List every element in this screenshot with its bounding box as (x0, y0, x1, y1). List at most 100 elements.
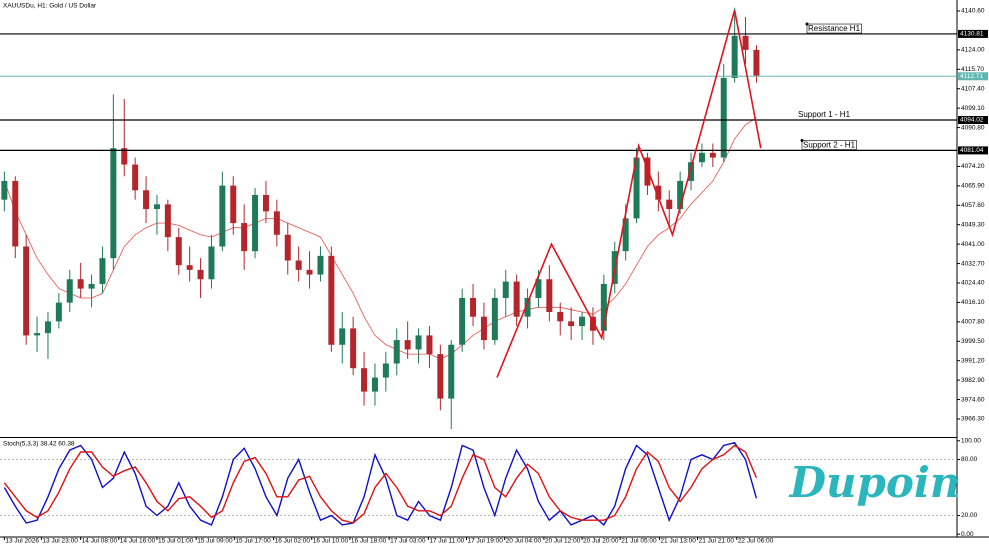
level-price-label: 4094.02 (960, 117, 984, 124)
y-tick-label: 4049.30 (961, 221, 985, 228)
candle-body (579, 316, 586, 327)
candle-body (328, 255, 335, 345)
candle-body (698, 152, 705, 163)
x-tick-label: 15 Jul 17:00 (235, 538, 271, 544)
candle-body (382, 363, 389, 378)
y-tick-label: 4140.60 (961, 8, 985, 15)
y-tick-label: 3991.20 (961, 357, 985, 364)
level-price-label: 4081.04 (960, 147, 984, 154)
y-tick-label: 4099.10 (961, 105, 985, 112)
candle-body (513, 281, 520, 317)
y-tick-label: 4041.00 (961, 241, 985, 248)
x-tick-label: 21 Jul 05:00 (621, 538, 657, 544)
candle-body (753, 49, 760, 76)
candle-body (502, 281, 509, 298)
level-price-box (958, 146, 988, 155)
candle-body (110, 148, 117, 259)
candle-body (153, 204, 160, 210)
x-tick-label: 13 Jul 23:00 (42, 538, 78, 544)
candle-body (164, 204, 171, 238)
candle-body (459, 297, 466, 345)
candle-body (350, 328, 357, 369)
moving-average (4, 117, 757, 360)
candle-body (393, 340, 400, 364)
x-tick-label: 17 Jul 11:00 (429, 538, 464, 544)
level-name-box (806, 23, 862, 34)
candle-body (600, 283, 607, 331)
candle-body (284, 234, 291, 261)
current-price-box (958, 72, 988, 81)
candle-body (44, 321, 51, 334)
level-name: Resistance H1 (808, 24, 861, 33)
candle-body (306, 269, 313, 275)
x-tick-label: 15 Jul 09:00 (197, 538, 233, 544)
candle-body (34, 333, 41, 336)
candle-body (535, 279, 542, 298)
x-tick-label: 14 Jul 08:00 (82, 538, 118, 544)
x-tick-label: 21 Jul 21:00 (699, 538, 735, 544)
candle-body (55, 302, 62, 322)
y-tick-label: 4007.80 (961, 319, 985, 326)
candle-body (143, 190, 150, 210)
x-tick-label: 13 Jul 2026 (5, 538, 39, 544)
candle-body (688, 162, 695, 181)
candle-body (273, 211, 280, 235)
candle-body (219, 185, 226, 247)
candle-body (480, 316, 487, 341)
level-price-box (958, 29, 988, 38)
candle-body (175, 237, 182, 266)
candle-body (742, 35, 749, 50)
candle-body (186, 265, 193, 270)
candle-body (546, 279, 553, 313)
candle-body (241, 223, 248, 252)
y-tick-label: 4065.90 (961, 183, 985, 190)
y-tick-label: 0.00 (961, 531, 974, 538)
candle-body (524, 297, 531, 317)
x-tick-label: 14 Jul 16:00 (120, 538, 156, 544)
candle-body (731, 35, 738, 78)
y-tick-label: 100.00 (961, 438, 981, 445)
y-tick-label: 4016.10 (961, 299, 985, 306)
candle-body (415, 335, 422, 350)
y-tick-label: 4024.40 (961, 280, 985, 287)
x-tick-label: 16 Jul 10:00 (313, 538, 349, 544)
y-tick-label: 3966.30 (961, 416, 985, 423)
anchor-dot (800, 139, 804, 143)
level-name: Support 1 - H1 (798, 110, 851, 119)
candle-body (677, 180, 684, 210)
x-tick-label: 15 Jul 01:00 (158, 538, 194, 544)
y-tick-label: 4124.00 (961, 47, 985, 54)
candle-body (568, 321, 575, 327)
candle-body (88, 283, 95, 289)
candle-body (295, 260, 302, 270)
candle-body (132, 164, 139, 191)
candle-body (709, 152, 716, 158)
chart-title: XAUUSDu, H1: Gold / US Dollar (3, 3, 97, 10)
x-tick-label: 21 Jul 13:00 (660, 538, 696, 544)
y-tick-label: 80.00 (961, 456, 978, 463)
candle-body (491, 297, 498, 341)
candle-body (589, 316, 596, 331)
candle-body (208, 246, 215, 280)
level-price-box (958, 116, 988, 125)
candle-body (99, 258, 106, 284)
y-tick-label: 4115.70 (961, 66, 984, 73)
candle-body (1, 180, 8, 200)
y-tick-label: 4057.60 (961, 202, 985, 209)
y-tick-label: 4090.80 (961, 124, 985, 131)
x-tick-label: 16 Jul 18:00 (351, 538, 387, 544)
candle-body (23, 246, 30, 336)
candle-body (339, 328, 346, 345)
candle-body (77, 279, 84, 289)
candle-body (121, 148, 128, 165)
stoch-line (3, 444, 758, 524)
candle-body (666, 199, 673, 210)
candle-body (197, 269, 204, 280)
candle-body (404, 340, 411, 350)
candle-body (66, 279, 73, 303)
candle-body (720, 77, 727, 158)
anchor-dot (805, 22, 809, 26)
candle-body (655, 185, 662, 200)
candle-body (361, 368, 368, 392)
